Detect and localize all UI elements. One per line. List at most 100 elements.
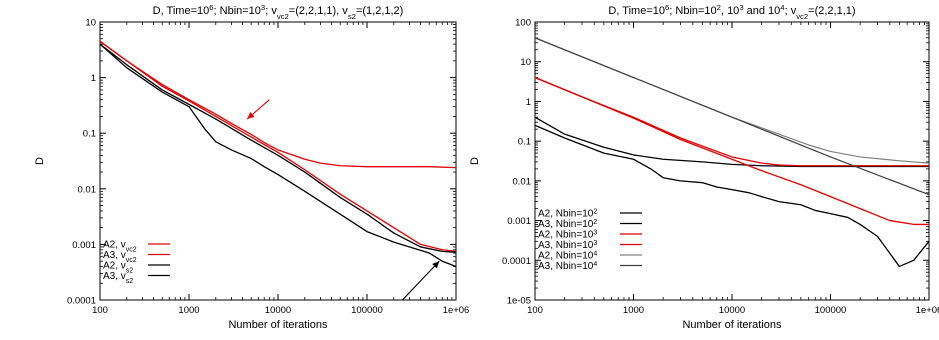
- legend-label-part: A2, Nbin=10: [538, 251, 594, 262]
- legend-label: A3, Nbin=103: [538, 240, 597, 252]
- legend-label-part: A3, Nbin=10: [538, 240, 594, 251]
- y-axis-label: D: [469, 157, 481, 165]
- y-tick-label: 100: [515, 18, 531, 29]
- legend-label-part: A3, v: [103, 271, 126, 282]
- chart-title-part: ; v: [785, 5, 797, 17]
- chart-title-part: ; v: [265, 5, 277, 17]
- x-tick-label: 10000: [719, 305, 745, 316]
- x-axis-label: Number of iterations: [682, 319, 782, 331]
- chart-title-part: 2: [717, 3, 721, 12]
- series-line-2: [100, 40, 456, 252]
- chart-title-part: ; Nbin=10: [214, 5, 261, 17]
- y-tick-label: 10: [520, 57, 531, 68]
- arrow-shaft: [402, 260, 440, 301]
- legend-label-part: A3, Nbin=10: [538, 261, 594, 272]
- legend-label: A3, Nbin=102: [538, 219, 597, 231]
- legend-label-part: 2: [593, 219, 597, 226]
- x-tick-label: 1e+06: [443, 305, 470, 316]
- chart-title-part: s2: [348, 12, 356, 21]
- x-tick-label: 10000: [265, 305, 291, 316]
- legend-label-part: A3, Nbin=10: [538, 219, 594, 230]
- chart-title-part: 6: [665, 3, 669, 12]
- chart-title: D, Time=106; Nbin=102, 103 and 104; vvc2…: [608, 3, 855, 21]
- series-line-4: [100, 43, 456, 268]
- chart-title-part: , 10: [721, 5, 739, 17]
- legend-label: A3, Nbin=104: [538, 261, 597, 273]
- legend-label-part: 4: [593, 250, 597, 257]
- chart-title-part: =(1,2,1,2): [356, 5, 403, 17]
- y-tick-label: 0.0001: [67, 296, 96, 307]
- arrow-head: [247, 112, 255, 120]
- arrow-head: [432, 261, 440, 269]
- y-tick-label: 0.1: [518, 137, 531, 148]
- x-tick-label: 100: [527, 305, 543, 316]
- chart-title: D, Time=106; Nbin=103; vvc2=(2,2,1,1), v…: [153, 3, 404, 21]
- y-tick-label: 0.01: [513, 176, 532, 187]
- x-tick-label: 1000: [623, 305, 644, 316]
- x-tick-label: 1e+06: [916, 305, 939, 316]
- legend-label: A2, Nbin=102: [538, 208, 597, 220]
- legend-label-part: 3: [593, 229, 597, 236]
- chart-title-part: =(2,2,1,1): [808, 5, 855, 17]
- legend-label: A2, Nbin=103: [538, 229, 597, 241]
- x-axis-label: Number of iterations: [228, 319, 328, 331]
- y-tick-label: 10: [85, 18, 96, 29]
- legend-label-part: A3, v: [103, 250, 126, 261]
- chart-title-part: 6: [209, 3, 213, 12]
- legend-label-part: s2: [126, 267, 134, 274]
- series-line-3: [535, 76, 929, 167]
- series-line-1: [535, 116, 929, 168]
- legend-label-part: vc2: [126, 257, 137, 264]
- chart-title-part: vc2: [796, 12, 808, 21]
- series-line-1: [100, 40, 456, 169]
- legend-label-part: vc2: [126, 246, 137, 253]
- series-line-4: [535, 76, 929, 226]
- legend-label: A2, vvc2: [103, 240, 137, 254]
- y-tick-label: 0.01: [78, 184, 97, 195]
- y-tick-label: 1: [526, 97, 531, 108]
- chart-title-part: vc2: [277, 12, 289, 21]
- chart-title-part: 4: [780, 3, 785, 12]
- legend-label-part: s2: [126, 278, 134, 285]
- legend-label-part: A2, Nbin=10: [538, 230, 594, 241]
- chart-1: 100 1000 10000 100000 1e+06 0.0001 0.001 0.01 0.…: [34, 3, 469, 332]
- y-tick-label: 1: [91, 73, 96, 84]
- series-line-2: [535, 124, 929, 268]
- legend-label-part: A2, v: [103, 240, 126, 251]
- x-tick-label: 1000: [178, 305, 199, 316]
- chart-title-part: ; Nbin=10: [669, 5, 716, 17]
- y-tick-label: 1e-05: [507, 296, 531, 307]
- legend-label-part: 4: [593, 261, 597, 268]
- legend-label-part: 3: [593, 240, 597, 247]
- chart-title-part: 3: [739, 3, 743, 12]
- legend-label-part: 2: [593, 208, 597, 215]
- legend-label: A3, vvc2: [103, 250, 137, 264]
- chart-title-part: D, Time=10: [153, 5, 210, 17]
- chart-title-part: and 10: [744, 5, 781, 17]
- y-tick-label: 0.001: [507, 216, 531, 227]
- legend-label: A3, vs2: [103, 271, 133, 285]
- x-tick-label: 100000: [351, 305, 383, 316]
- x-tick-label: 100: [92, 305, 108, 316]
- legend-label-part: A2, v: [103, 261, 126, 272]
- series-lines: [100, 40, 456, 268]
- plot-frame: [534, 21, 930, 301]
- chart-2: 100 1000 10000 100000 1e+06 1e-05 0.0001 0.001 0…: [469, 3, 939, 332]
- legend-label-part: A2, Nbin=10: [538, 209, 594, 220]
- x-tick-label: 100000: [815, 305, 847, 316]
- legend-label: A2, Nbin=104: [538, 250, 597, 262]
- chart-title-part: D, Time=10: [608, 5, 665, 17]
- chart-title-part: 3: [261, 3, 265, 12]
- chart-title-part: =(2,2,1,1), v: [289, 5, 349, 17]
- plot-frame: [99, 21, 457, 301]
- series-line-6: [535, 37, 929, 196]
- legend-label: A2, vs2: [103, 261, 133, 275]
- series-lines: [535, 37, 929, 268]
- y-axis-label: D: [34, 157, 46, 165]
- y-tick-label: 0.1: [83, 129, 96, 140]
- series-line-3: [100, 43, 456, 253]
- y-tick-label: 0.0001: [502, 256, 531, 267]
